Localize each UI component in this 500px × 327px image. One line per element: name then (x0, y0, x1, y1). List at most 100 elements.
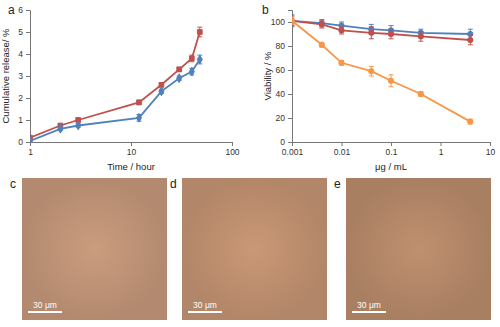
tick-mark (342, 142, 343, 146)
marker (177, 67, 182, 72)
error-bar-cap (189, 55, 194, 56)
axis-line (293, 143, 491, 147)
error-bar (468, 35, 473, 45)
tick-mark (26, 32, 30, 33)
figure: a1101000123456Time / hourCumulative rele… (0, 0, 500, 327)
tick-label: 1 (439, 147, 444, 157)
micrograph-panel: e30 μm (334, 177, 491, 320)
marker (319, 22, 324, 27)
tick-label: 10 (486, 147, 496, 157)
micrograph-panel: c30 μm (10, 177, 167, 320)
marker (159, 87, 164, 96)
error-bar (319, 20, 324, 27)
error-bar-cap (389, 38, 394, 39)
error-bar-cap (418, 41, 423, 42)
marker (468, 119, 473, 124)
micrograph (182, 178, 327, 320)
tick: 100 (225, 142, 239, 157)
tick: 4 (18, 49, 30, 59)
tick-mark (288, 70, 292, 71)
marker (388, 31, 393, 36)
error-bar-cap (292, 16, 295, 17)
tick: 10 (486, 142, 496, 157)
tick: 100 (271, 17, 292, 27)
tick-label: 40 (276, 89, 286, 99)
chart: b0.0010.010.1110020406080100μg / mLViabi… (262, 3, 495, 172)
error-bar (292, 17, 295, 24)
tick-mark (288, 22, 292, 23)
marker (418, 34, 423, 39)
tick: 60 (276, 65, 292, 75)
plot-area (30, 27, 202, 142)
error-bar-cap (369, 38, 374, 39)
error-bar-cap (292, 25, 295, 26)
error-bar-cap (389, 86, 394, 87)
tick-label: 3 (18, 71, 23, 81)
tick-mark (26, 142, 30, 143)
marker (292, 18, 295, 23)
axis-line (26, 11, 31, 143)
tick-label: 6 (18, 5, 23, 15)
tick: 0.01 (334, 142, 351, 157)
tick-mark (441, 142, 442, 146)
error-bar-cap (369, 66, 374, 67)
error-bar-cap (292, 14, 295, 15)
y-axis-title: Cumulative release/ % (0, 28, 11, 124)
marker (189, 56, 194, 61)
tick-label: 1 (28, 147, 33, 157)
panel-label: e (334, 177, 341, 191)
error-bar (468, 119, 473, 124)
tick-label: 0 (18, 137, 23, 147)
marker (76, 121, 81, 130)
series-line (292, 21, 470, 122)
micrograph (22, 178, 167, 320)
tick-mark (26, 76, 30, 77)
error-bar-cap (369, 26, 374, 27)
error-bar (197, 55, 202, 64)
x-axis-title: Time / hour (107, 161, 155, 172)
error-bar (369, 66, 374, 76)
marker (197, 55, 202, 64)
tick-mark (232, 142, 233, 146)
tick-mark (26, 98, 30, 99)
tick-mark (288, 46, 292, 47)
error-bar (389, 29, 394, 39)
error-bar-cap (292, 17, 295, 18)
axis-line (288, 11, 293, 143)
tick-label: 80 (276, 41, 286, 51)
marker (369, 69, 374, 74)
y-axis: 0123456 (18, 5, 30, 147)
error-bar (189, 55, 194, 62)
series-line (292, 21, 470, 34)
error-bar (319, 21, 324, 28)
tick-mark (26, 54, 30, 55)
x-axis: 0.0010.010.1110 (282, 142, 496, 157)
error-bar-cap (389, 74, 394, 75)
error-bar-cap (339, 26, 344, 27)
marker (339, 28, 344, 33)
tick-label: 5 (18, 27, 23, 37)
tick-label: 2 (18, 93, 23, 103)
error-bar-cap (418, 31, 423, 32)
x-axis: 110100 (28, 142, 240, 157)
marker (339, 60, 344, 65)
error-bar (389, 75, 394, 87)
tick-mark (288, 94, 292, 95)
scale-bar (352, 311, 386, 313)
tick: 1 (439, 142, 444, 157)
tick: 0.001 (282, 142, 304, 157)
tick-mark (288, 142, 292, 143)
error-bar-cap (468, 29, 473, 30)
error-bar (339, 27, 344, 34)
scale-bar (188, 311, 222, 313)
error-bar (418, 92, 423, 97)
error-bar-cap (339, 34, 344, 35)
scale-bar-label: 30 μm (193, 300, 217, 310)
error-bar (339, 60, 344, 65)
error-bar-cap (468, 35, 473, 36)
tick-mark (26, 120, 30, 121)
marker (369, 30, 374, 35)
tick-label: 0 (280, 137, 285, 147)
panel-label: c (10, 177, 16, 191)
tick-mark (26, 10, 30, 11)
